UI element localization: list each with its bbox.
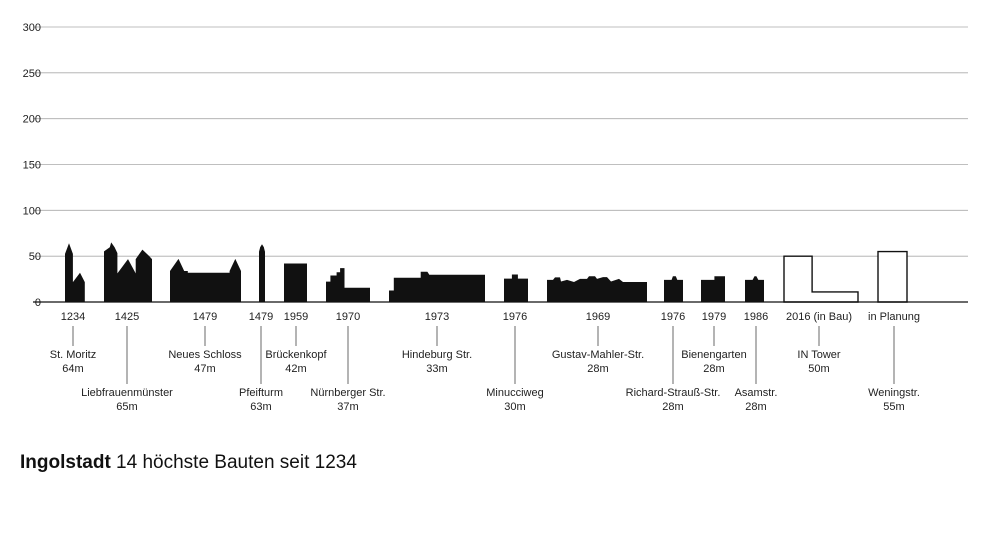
building-neues-schloss <box>170 258 241 302</box>
year-label: in Planung <box>868 311 920 323</box>
y-tick-label: 200 <box>23 114 41 126</box>
chart: 0 50 100 150 200 250 300 1234 St. Moritz 64m 1425… <box>23 22 968 413</box>
chart-title: Ingolstadt 14 höchste Bauten seit 1234 <box>20 452 357 474</box>
y-tick-label: 250 <box>23 68 41 80</box>
building-bienengarten <box>701 276 725 302</box>
year-label: 1976 <box>503 311 527 323</box>
year-label: 1969 <box>586 311 610 323</box>
building-in-tower <box>783 255 859 303</box>
year-label: 1973 <box>425 311 449 323</box>
building-height-label: 65m <box>116 401 137 413</box>
year-label: 1970 <box>336 311 360 323</box>
year-label: 2016 (in Bau) <box>786 311 852 323</box>
year-label: 1986 <box>744 311 768 323</box>
building-name-label: IN Tower <box>797 349 841 361</box>
building-height-label: 47m <box>194 363 215 375</box>
year-label: 1979 <box>702 311 726 323</box>
building-name-label: Liebfrauenmünster <box>81 387 173 399</box>
building-name-label: Weningstr. <box>868 387 920 399</box>
building-hindeburg-str- <box>389 271 485 302</box>
year-label: 1959 <box>284 311 308 323</box>
building-st-moritz <box>65 243 85 302</box>
building-liebfrauenmünster <box>104 242 152 302</box>
building-name-label: Richard-Strauß-Str. <box>626 387 721 399</box>
building-height-label: 28m <box>587 363 608 375</box>
building-height-label: 64m <box>62 363 83 375</box>
chart-title-city: Ingolstadt <box>20 452 111 473</box>
building-name-label: Asamstr. <box>735 387 778 399</box>
building-name-label: Minucciweg <box>486 387 543 399</box>
building-name-label: Brückenkopf <box>265 349 327 361</box>
building-name-label: Nürnberger Str. <box>310 387 385 399</box>
buildings <box>65 242 908 303</box>
building-name-label: St. Moritz <box>50 349 96 361</box>
year-label: 1479 <box>249 311 273 323</box>
building-name-label: Pfeifturm <box>239 387 283 399</box>
y-tick-label: 300 <box>23 22 41 34</box>
building-height-label: 33m <box>426 363 447 375</box>
building-labels: 1234 St. Moritz 64m 1425 Liebfrauenmünster 65… <box>50 311 920 413</box>
building-height-label: 28m <box>662 401 683 413</box>
building-height-label: 37m <box>337 401 358 413</box>
building-height-label: 30m <box>504 401 525 413</box>
building-height-label: 50m <box>808 363 829 375</box>
building-height-label: 28m <box>745 401 766 413</box>
grid <box>33 26 968 257</box>
building-nürnberger-str- <box>326 268 370 302</box>
chart-title-rest: 14 höchste Bauten seit 1234 <box>110 452 357 473</box>
year-label: 1425 <box>115 311 139 323</box>
y-tick-label: 0 <box>35 297 41 309</box>
building-name-label: Neues Schloss <box>168 349 242 361</box>
building-name-label: Gustav-Mahler-Str. <box>552 349 644 361</box>
building-name-label: Hindeburg Str. <box>402 349 472 361</box>
year-label: 1976 <box>661 311 685 323</box>
building-height-label: 28m <box>703 363 724 375</box>
y-tick-label: 150 <box>23 160 41 172</box>
building-height-label: 63m <box>250 401 271 413</box>
y-tick-label: 50 <box>29 251 41 263</box>
building-asamstr- <box>745 276 764 302</box>
building-pfeifturm <box>259 244 265 302</box>
y-tick-label: 100 <box>23 205 41 217</box>
building-gustav-mahler-str- <box>547 276 647 302</box>
building-richard-strauß-str- <box>664 276 683 302</box>
building-height-label: 42m <box>285 363 306 375</box>
year-label: 1234 <box>61 311 85 323</box>
y-axis-ticks: 0 50 100 150 200 250 300 <box>23 22 41 309</box>
building-height-label: 55m <box>883 401 904 413</box>
building-brückenkopf <box>284 263 307 302</box>
building-name-label: Bienengarten <box>681 349 746 361</box>
year-label: 1479 <box>193 311 217 323</box>
building-minucciweg <box>504 274 528 302</box>
building-weningstr- <box>877 250 908 303</box>
